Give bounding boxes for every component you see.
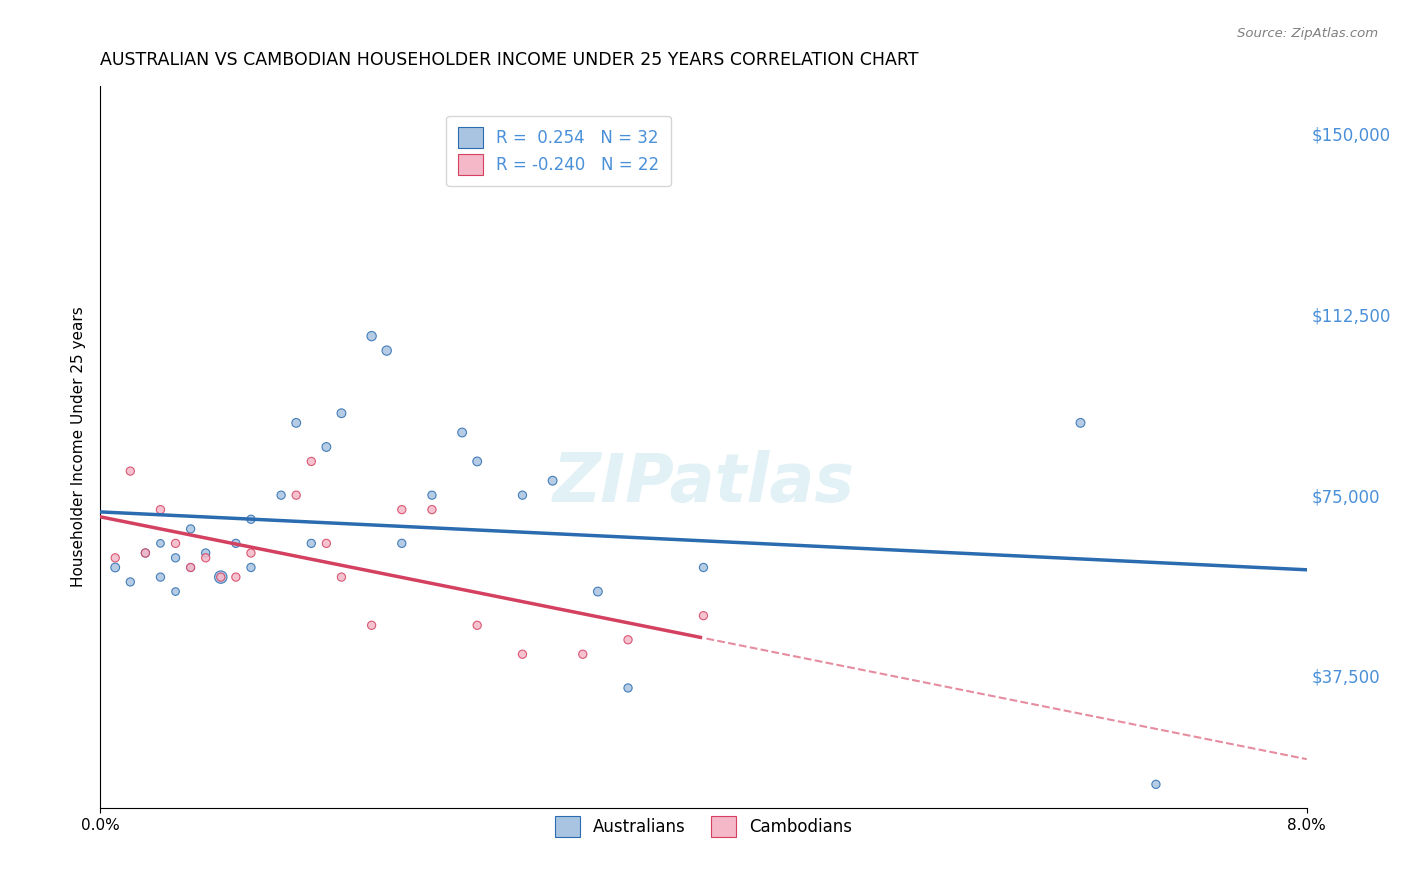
Point — [165, 536, 187, 550]
Point — [180, 560, 202, 574]
Point — [194, 546, 217, 560]
Point — [134, 546, 156, 560]
Point — [617, 681, 640, 695]
Point — [360, 329, 382, 343]
Point — [330, 406, 353, 420]
Point — [285, 416, 308, 430]
Point — [120, 574, 142, 589]
Legend: Australians, Cambodians: Australians, Cambodians — [548, 810, 859, 844]
Point — [209, 570, 232, 584]
Text: Source: ZipAtlas.com: Source: ZipAtlas.com — [1237, 27, 1378, 40]
Y-axis label: Householder Income Under 25 years: Householder Income Under 25 years — [72, 307, 86, 587]
Point — [360, 618, 382, 632]
Point — [149, 502, 172, 516]
Point — [330, 570, 353, 584]
Point — [512, 488, 534, 502]
Point — [225, 536, 247, 550]
Point — [285, 488, 308, 502]
Point — [586, 584, 609, 599]
Point — [209, 570, 232, 584]
Point — [239, 560, 262, 574]
Point — [451, 425, 474, 440]
Point — [194, 550, 217, 565]
Point — [315, 536, 337, 550]
Point — [315, 440, 337, 454]
Point — [391, 536, 413, 550]
Point — [420, 488, 443, 502]
Point — [512, 647, 534, 661]
Point — [104, 550, 127, 565]
Point — [541, 474, 564, 488]
Text: ZIPatlas: ZIPatlas — [553, 450, 855, 516]
Point — [165, 584, 187, 599]
Point — [239, 512, 262, 526]
Point — [120, 464, 142, 478]
Point — [225, 570, 247, 584]
Point — [165, 550, 187, 565]
Point — [149, 536, 172, 550]
Point — [465, 454, 488, 468]
Point — [692, 608, 714, 623]
Point — [270, 488, 292, 502]
Point — [180, 522, 202, 536]
Point — [420, 502, 443, 516]
Point — [617, 632, 640, 647]
Point — [571, 647, 593, 661]
Point — [1144, 777, 1167, 791]
Point — [134, 546, 156, 560]
Point — [391, 502, 413, 516]
Point — [239, 546, 262, 560]
Point — [1070, 416, 1092, 430]
Point — [465, 618, 488, 632]
Point — [299, 454, 322, 468]
Point — [149, 570, 172, 584]
Point — [299, 536, 322, 550]
Text: AUSTRALIAN VS CAMBODIAN HOUSEHOLDER INCOME UNDER 25 YEARS CORRELATION CHART: AUSTRALIAN VS CAMBODIAN HOUSEHOLDER INCO… — [100, 51, 918, 69]
Point — [104, 560, 127, 574]
Point — [180, 560, 202, 574]
Point — [692, 560, 714, 574]
Point — [375, 343, 398, 358]
